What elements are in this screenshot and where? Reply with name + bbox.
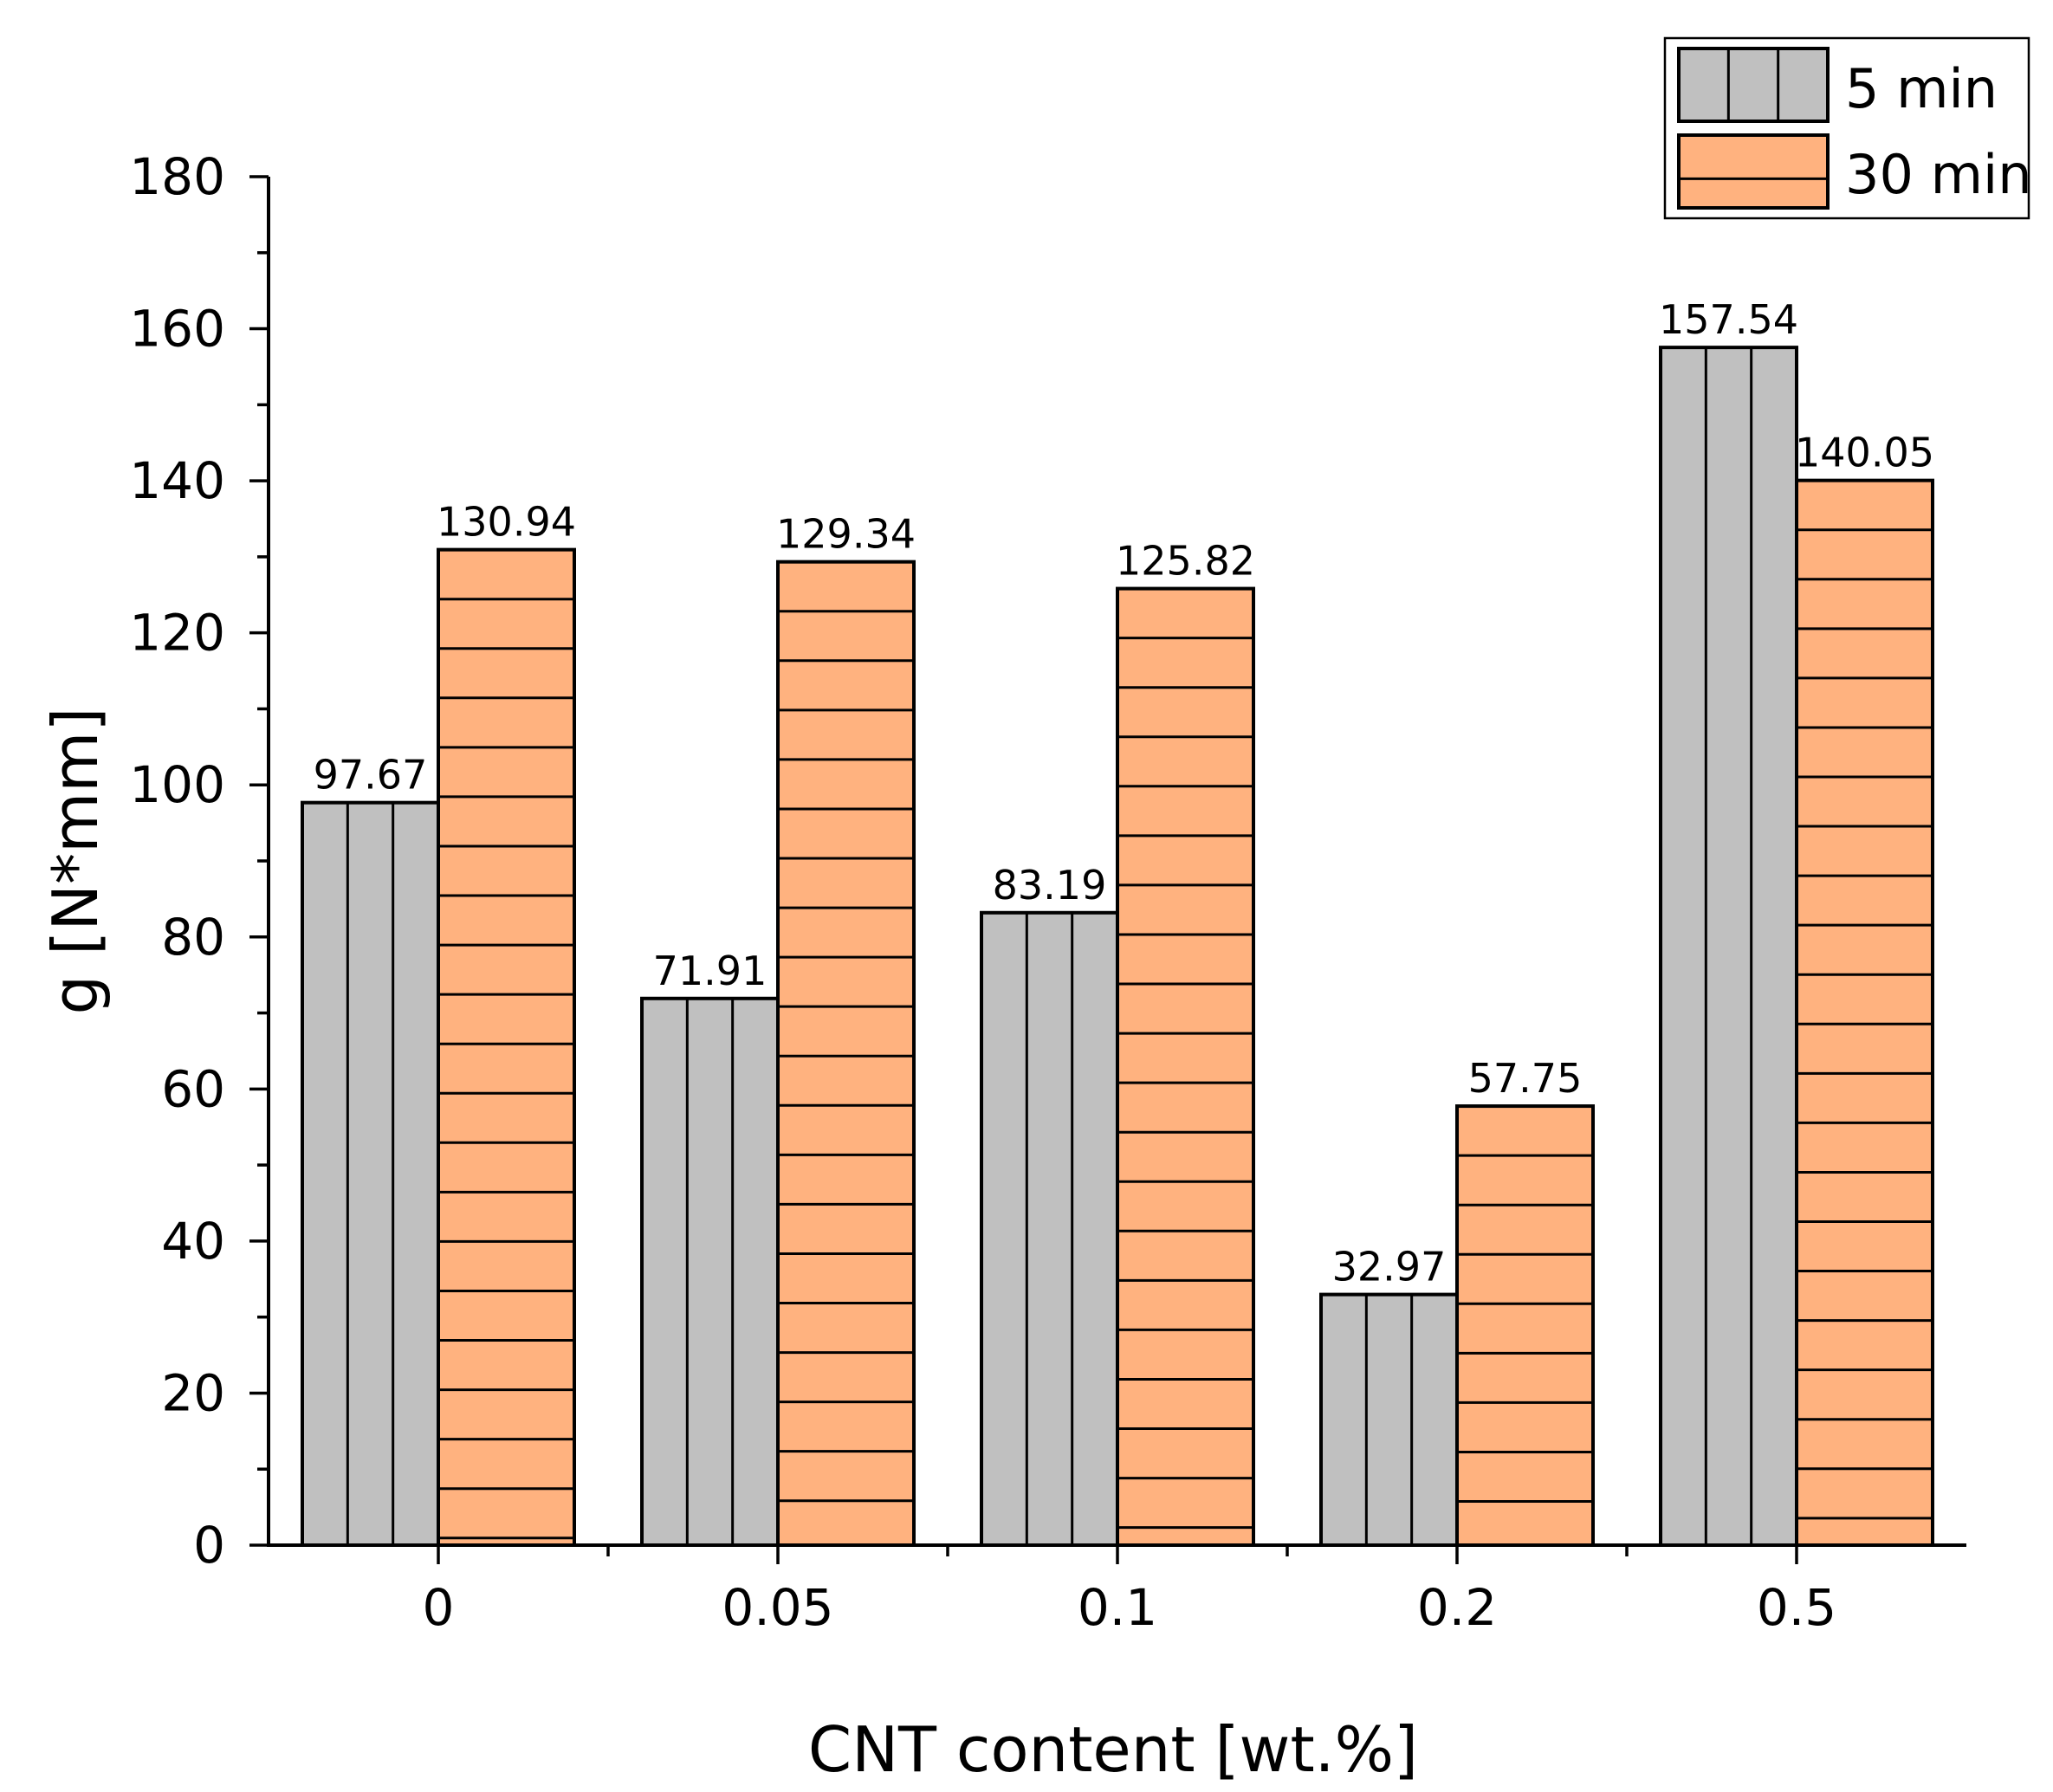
- legend-swatch-outline: [1677, 47, 1830, 123]
- bar-5min-0: [301, 800, 440, 1547]
- legend-swatch-fill: [1679, 135, 1828, 208]
- bars-layer: [301, 346, 1934, 1548]
- legend-swatch-fill: [1679, 49, 1828, 121]
- data-label: 32.97: [1332, 1244, 1447, 1291]
- bar-fill: [981, 912, 1117, 1545]
- data-label: 140.05: [1795, 430, 1934, 476]
- x-ticks: 0 0.05 0.1 0.2 0.5: [423, 1545, 1836, 1637]
- data-label: 83.19: [993, 862, 1107, 909]
- legend-swatch-5min: [1677, 47, 1830, 123]
- bar-fill: [438, 549, 574, 1546]
- bar-fill: [642, 998, 778, 1545]
- data-label: 130.94: [437, 499, 576, 546]
- y-tick-label: 120: [129, 604, 225, 663]
- x-tick-label: 0.05: [722, 1578, 833, 1637]
- legend-swatch-outline: [1677, 133, 1830, 210]
- x-tick-label: 0.5: [1757, 1578, 1836, 1637]
- y-ticks: 0 20 40 60 80 100 120 140 160 180: [129, 147, 269, 1575]
- bar-fill: [302, 802, 438, 1545]
- x-tick-label: 0.2: [1417, 1578, 1497, 1637]
- y-axis-title: g [N*mm]: [39, 708, 112, 1015]
- bar-5min-0.05: [640, 996, 780, 1548]
- bar-fill: [778, 561, 914, 1545]
- y-tick-label: 20: [161, 1363, 225, 1422]
- bar-fill: [1661, 347, 1797, 1545]
- legend-label-30min: 30 min: [1845, 143, 2032, 206]
- legend-swatch-30min: [1677, 133, 1830, 210]
- y-tick-label: 0: [193, 1516, 225, 1575]
- bar-5min-0.2: [1319, 1292, 1459, 1547]
- bar-5min-0.5: [1659, 346, 1798, 1547]
- legend: 5 min 30 min: [1663, 36, 2032, 220]
- bar-5min-0.1: [980, 910, 1119, 1547]
- data-label: 125.82: [1116, 538, 1255, 585]
- bar-fill: [1321, 1294, 1457, 1545]
- x-tick-label: 0: [423, 1578, 455, 1637]
- y-tick-label: 60: [161, 1059, 225, 1118]
- bar-30min-0.5: [1795, 478, 1934, 1547]
- bar-fill: [1457, 1106, 1593, 1545]
- bar-30min-0: [437, 547, 576, 1547]
- x-axis-title: CNT content [wt.%]: [808, 1713, 1418, 1786]
- y-tick-label: 40: [161, 1212, 225, 1271]
- y-tick-label: 80: [161, 908, 225, 967]
- x-tick-label: 0.1: [1078, 1578, 1157, 1637]
- data-label: 57.75: [1468, 1055, 1583, 1102]
- y-tick-label: 160: [129, 300, 225, 359]
- data-labels: 97.67 130.94 71.91 129.34 83.19 125.82 32.97 57…: [314, 296, 1934, 1290]
- y-tick-label: 140: [129, 451, 225, 510]
- data-label: 97.67: [314, 752, 428, 799]
- legend-label-5min: 5 min: [1845, 57, 1998, 120]
- data-label: 71.91: [653, 948, 767, 994]
- bar-30min-0.2: [1455, 1104, 1595, 1548]
- bar-30min-0.1: [1116, 586, 1255, 1548]
- bar-fill: [1117, 588, 1253, 1545]
- bar-fill: [1797, 480, 1933, 1545]
- data-label: 157.54: [1659, 296, 1798, 343]
- bar-30min-0.05: [776, 560, 916, 1547]
- y-tick-label: 100: [129, 755, 225, 814]
- data-label: 129.34: [776, 511, 916, 558]
- y-tick-label: 180: [129, 147, 225, 206]
